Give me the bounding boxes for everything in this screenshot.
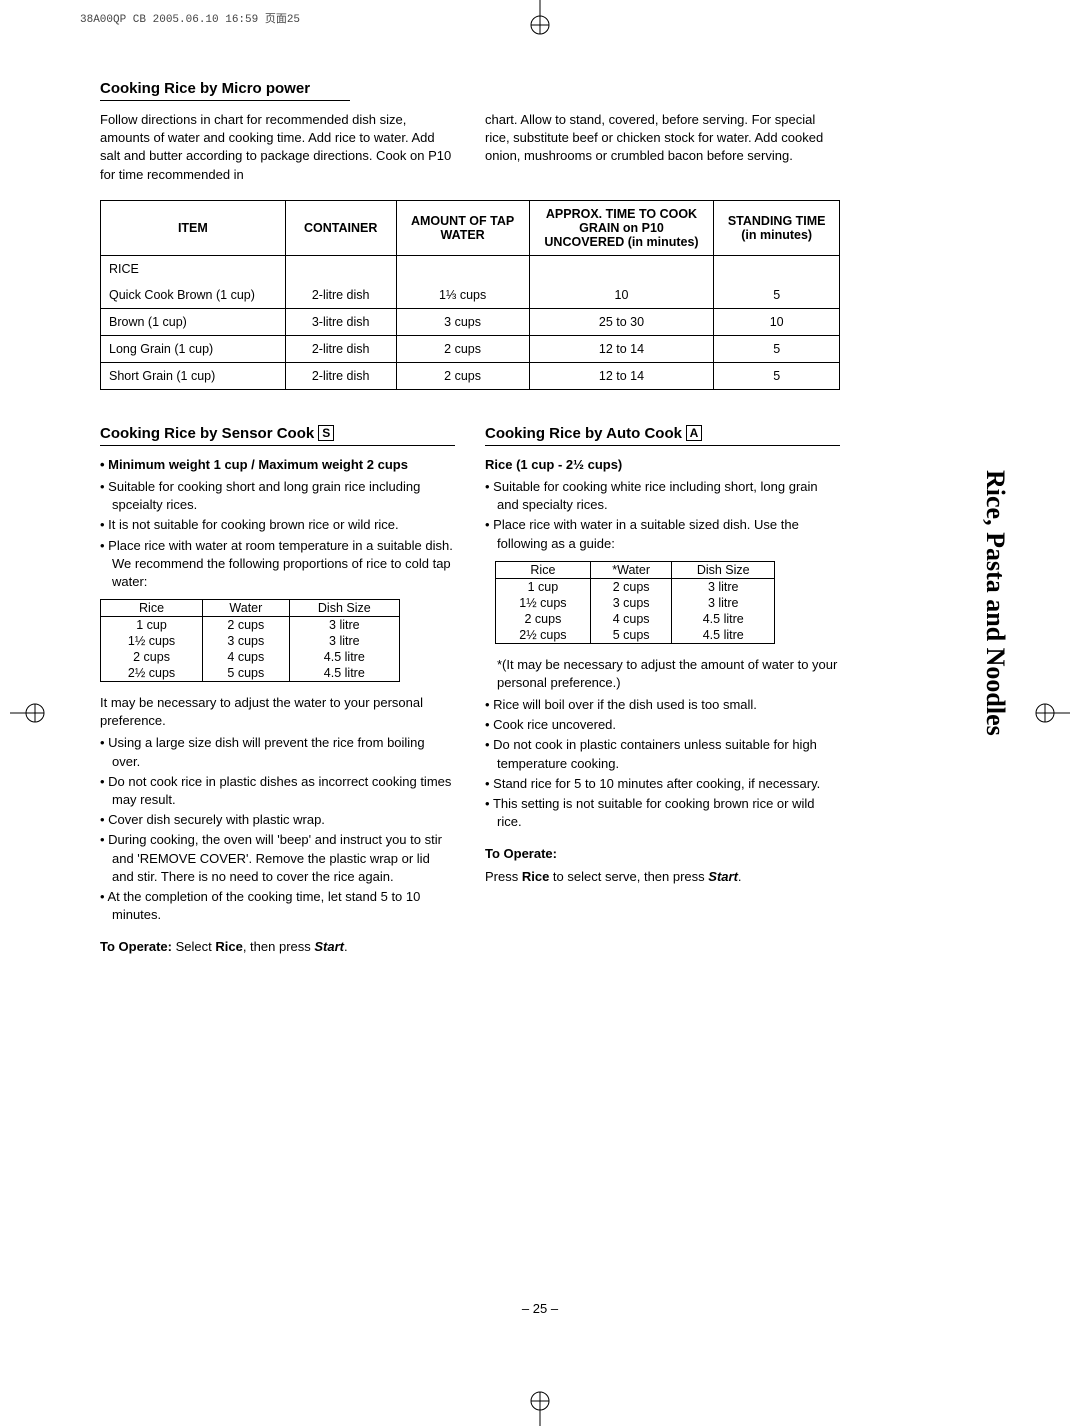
print-header: 38A00QP CB 2005.06.10 16:59 页面25 xyxy=(80,10,300,26)
th-stand: STANDING TIME (in minutes) xyxy=(714,200,840,255)
section3: Cooking Rice by Auto Cook A Rice (1 cup … xyxy=(485,425,840,961)
section2-operate: To Operate: Select Rice, then press Star… xyxy=(100,938,455,956)
section3-title: Cooking Rice by Auto Cook A xyxy=(485,425,840,446)
th-container: CONTAINER xyxy=(285,200,396,255)
section2-after: It may be necessary to adjust the water … xyxy=(100,694,455,730)
crop-mark-top xyxy=(520,0,560,40)
table-row: Short Grain (1 cup)2-litre dish2 cups12 … xyxy=(101,362,840,389)
section3-table: Rice*WaterDish Size 1 cup2 cups3 litre 1… xyxy=(495,561,775,644)
section2-table: RiceWaterDish Size 1 cup2 cups3 litre 1½… xyxy=(100,599,400,682)
section3-footnote: *(It may be necessary to adjust the amou… xyxy=(485,656,840,692)
crop-mark-right xyxy=(1030,693,1070,733)
section2: Cooking Rice by Sensor Cook S • Minimum … xyxy=(100,425,455,961)
section2-bullets1: Suitable for cooking short and long grai… xyxy=(100,478,455,591)
page-content: Cooking Rice by Micro power Follow direc… xyxy=(100,80,840,961)
crop-mark-bottom xyxy=(520,1386,560,1426)
section3-sub: Rice (1 cup - 2½ cups) xyxy=(485,456,840,474)
table-row: Long Grain (1 cup)2-litre dish2 cups12 t… xyxy=(101,335,840,362)
intro-left: Follow directions in chart for recommend… xyxy=(100,111,455,184)
section3-bullets1: Suitable for cooking white rice includin… xyxy=(485,478,840,553)
th-item: ITEM xyxy=(101,200,286,255)
table-row: Quick Cook Brown (1 cup)2-litre dish1⅓ c… xyxy=(101,282,840,309)
th-time: APPROX. TIME TO COOK GRAIN on P10 UNCOVE… xyxy=(529,200,714,255)
side-tab: Rice, Pasta and Noodles xyxy=(980,470,1010,736)
section3-bullets2: Rice will boil over if the dish used is … xyxy=(485,696,840,831)
intro-right: chart. Allow to stand, covered, before s… xyxy=(485,111,840,166)
table-row: Brown (1 cup)3-litre dish3 cups25 to 301… xyxy=(101,308,840,335)
th-water: AMOUNT OF TAP WATER xyxy=(396,200,529,255)
section2-title: Cooking Rice by Sensor Cook S xyxy=(100,425,455,446)
badge-a: A xyxy=(686,425,702,441)
page-number: – 25 – xyxy=(522,1301,558,1316)
section1-intro: Follow directions in chart for recommend… xyxy=(100,111,840,188)
crop-mark-left xyxy=(10,693,50,733)
badge-s: S xyxy=(318,425,334,441)
section3-operate: Press Rice to select serve, then press S… xyxy=(485,868,840,886)
group-label: RICE xyxy=(101,255,286,282)
section2-bullets2: Using a large size dish will prevent the… xyxy=(100,734,455,924)
main-table: ITEM CONTAINER AMOUNT OF TAP WATER APPRO… xyxy=(100,200,840,390)
section3-operate-label: To Operate: xyxy=(485,845,840,863)
section1-title: Cooking Rice by Micro power xyxy=(100,80,350,101)
section2-sub: • Minimum weight 1 cup / Maximum weight … xyxy=(100,456,455,474)
